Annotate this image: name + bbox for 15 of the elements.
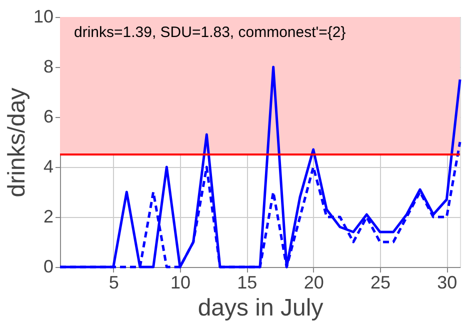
x-axis-title: days in July [198,294,324,322]
y-tick-label: 0 [43,256,54,276]
x-tick-label: 5 [108,272,119,292]
x-tick-label: 20 [304,272,324,292]
annotation: drinks=1.39, SDU=1.83, commonest'={2} [74,24,346,41]
y-tick-label: 2 [43,206,54,226]
x-tick-label: 15 [237,272,258,292]
y-tick-label: 6 [43,106,54,126]
x-tick-label: 25 [370,272,391,292]
y-tick-label: 10 [33,6,54,26]
y-tick-label: 4 [43,156,54,176]
x-tick-label: 30 [437,272,458,292]
x-tick-label: 10 [170,272,191,292]
y-tick-label: 8 [43,56,54,76]
y-axis-title: drinks/day [3,88,30,198]
